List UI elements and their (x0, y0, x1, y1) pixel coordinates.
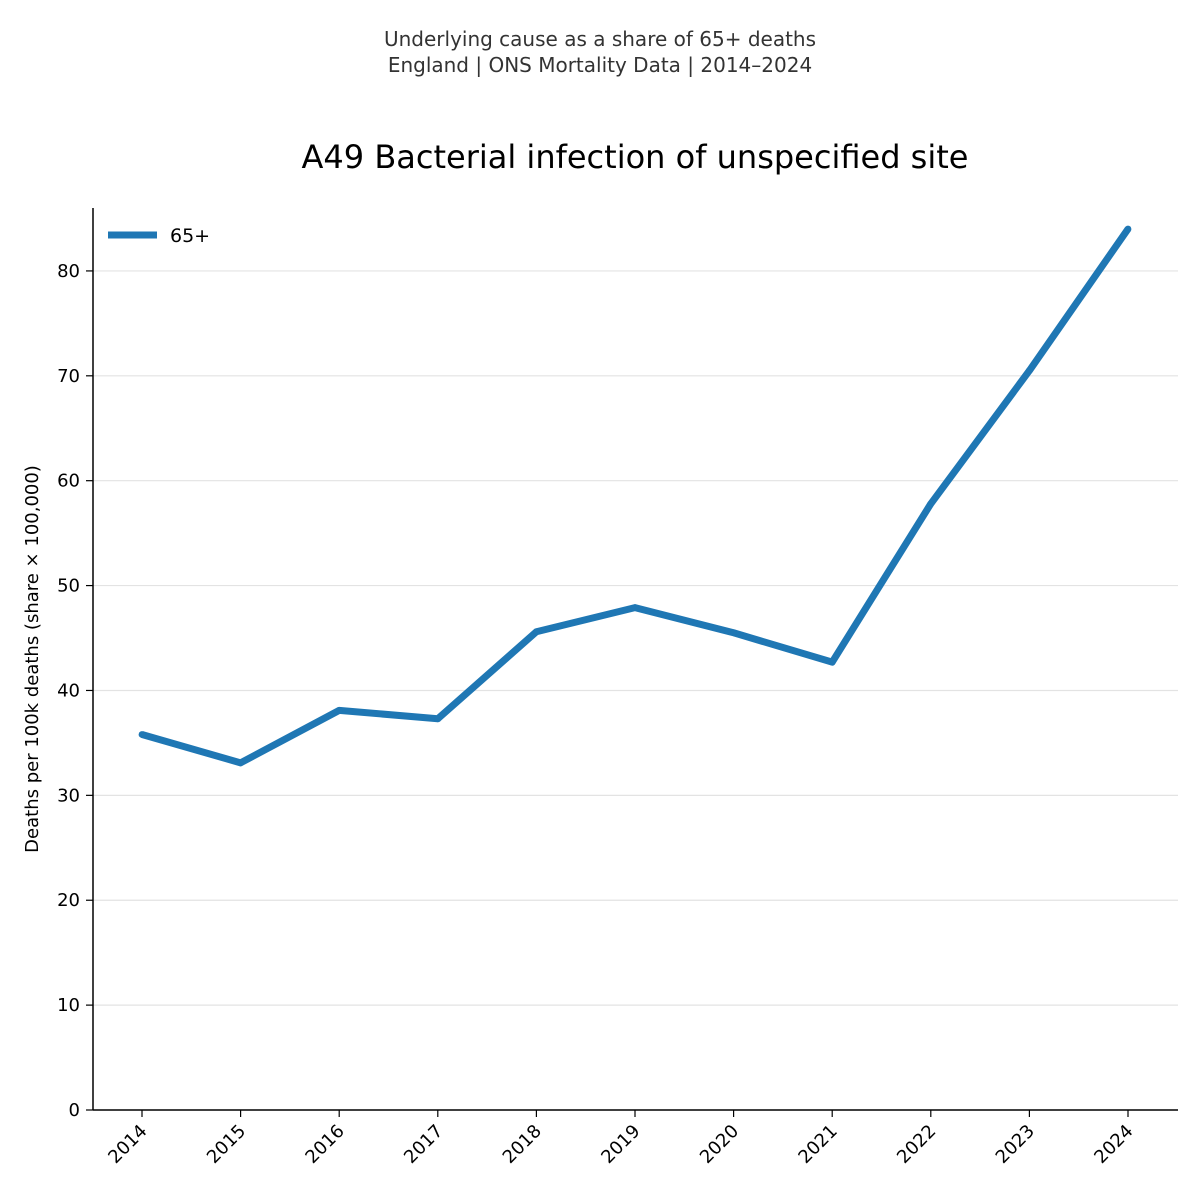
x-tick-label: 2018 (499, 1121, 546, 1168)
x-tick-label: 2016 (301, 1121, 348, 1168)
x-tick-label: 2017 (400, 1121, 447, 1168)
data-point (1124, 225, 1132, 233)
x-tick-label: 2015 (203, 1121, 250, 1168)
series-line-65+ (141, 226, 1131, 767)
data-point (1026, 367, 1033, 374)
y-tick-label: 30 (57, 785, 80, 806)
legend-label: 65+ (170, 225, 210, 247)
y-tick-label: 10 (57, 995, 80, 1016)
chart-suptitle-line2: England | ONS Mortality Data | 2014–2024 (387, 53, 813, 77)
y-tick-label: 50 (57, 576, 80, 597)
x-tick-label: 2021 (794, 1121, 841, 1168)
y-tick-label: 80 (57, 261, 80, 282)
data-point (533, 628, 540, 636)
axes (92, 208, 1178, 1111)
x-tick-label: 2023 (992, 1121, 1039, 1168)
y-tick-label: 0 (69, 1100, 80, 1121)
x-tick-label: 2019 (597, 1121, 644, 1168)
data-point (237, 759, 245, 767)
data-point (730, 629, 737, 637)
x-tick-label: 2014 (104, 1121, 151, 1168)
x-axis-ticks: 2014 2015 2016 2017 2018 2019 2020 2021 2022 2023… (104, 1110, 1138, 1168)
y-tick-label: 70 (57, 366, 80, 387)
y-tick-label: 40 (57, 680, 80, 701)
chart-suptitle-line1: Underlying cause as a share of 65+ death… (383, 27, 817, 51)
y-tick-label: 60 (57, 471, 80, 492)
x-tick-label: 2024 (1090, 1121, 1137, 1168)
legend: 65+ (108, 225, 210, 247)
data-point (434, 715, 442, 723)
data-point (828, 658, 836, 666)
data-point (138, 731, 146, 738)
chart-title: A49 Bacterial infection of unspecified s… (302, 138, 969, 176)
x-tick-label: 2020 (696, 1121, 743, 1168)
x-tick-label: 2022 (893, 1121, 940, 1168)
data-point (335, 706, 343, 714)
gridlines (93, 270, 1178, 1006)
data-point (927, 500, 935, 508)
y-axis-label: Deaths per 100k deaths (share × 100,000) (22, 465, 43, 853)
y-tick-label: 20 (57, 890, 80, 911)
y-axis-ticks: 0 10 20 30 40 50 60 70 80 (57, 261, 93, 1121)
series-group (138, 225, 1132, 767)
data-point (631, 604, 639, 612)
